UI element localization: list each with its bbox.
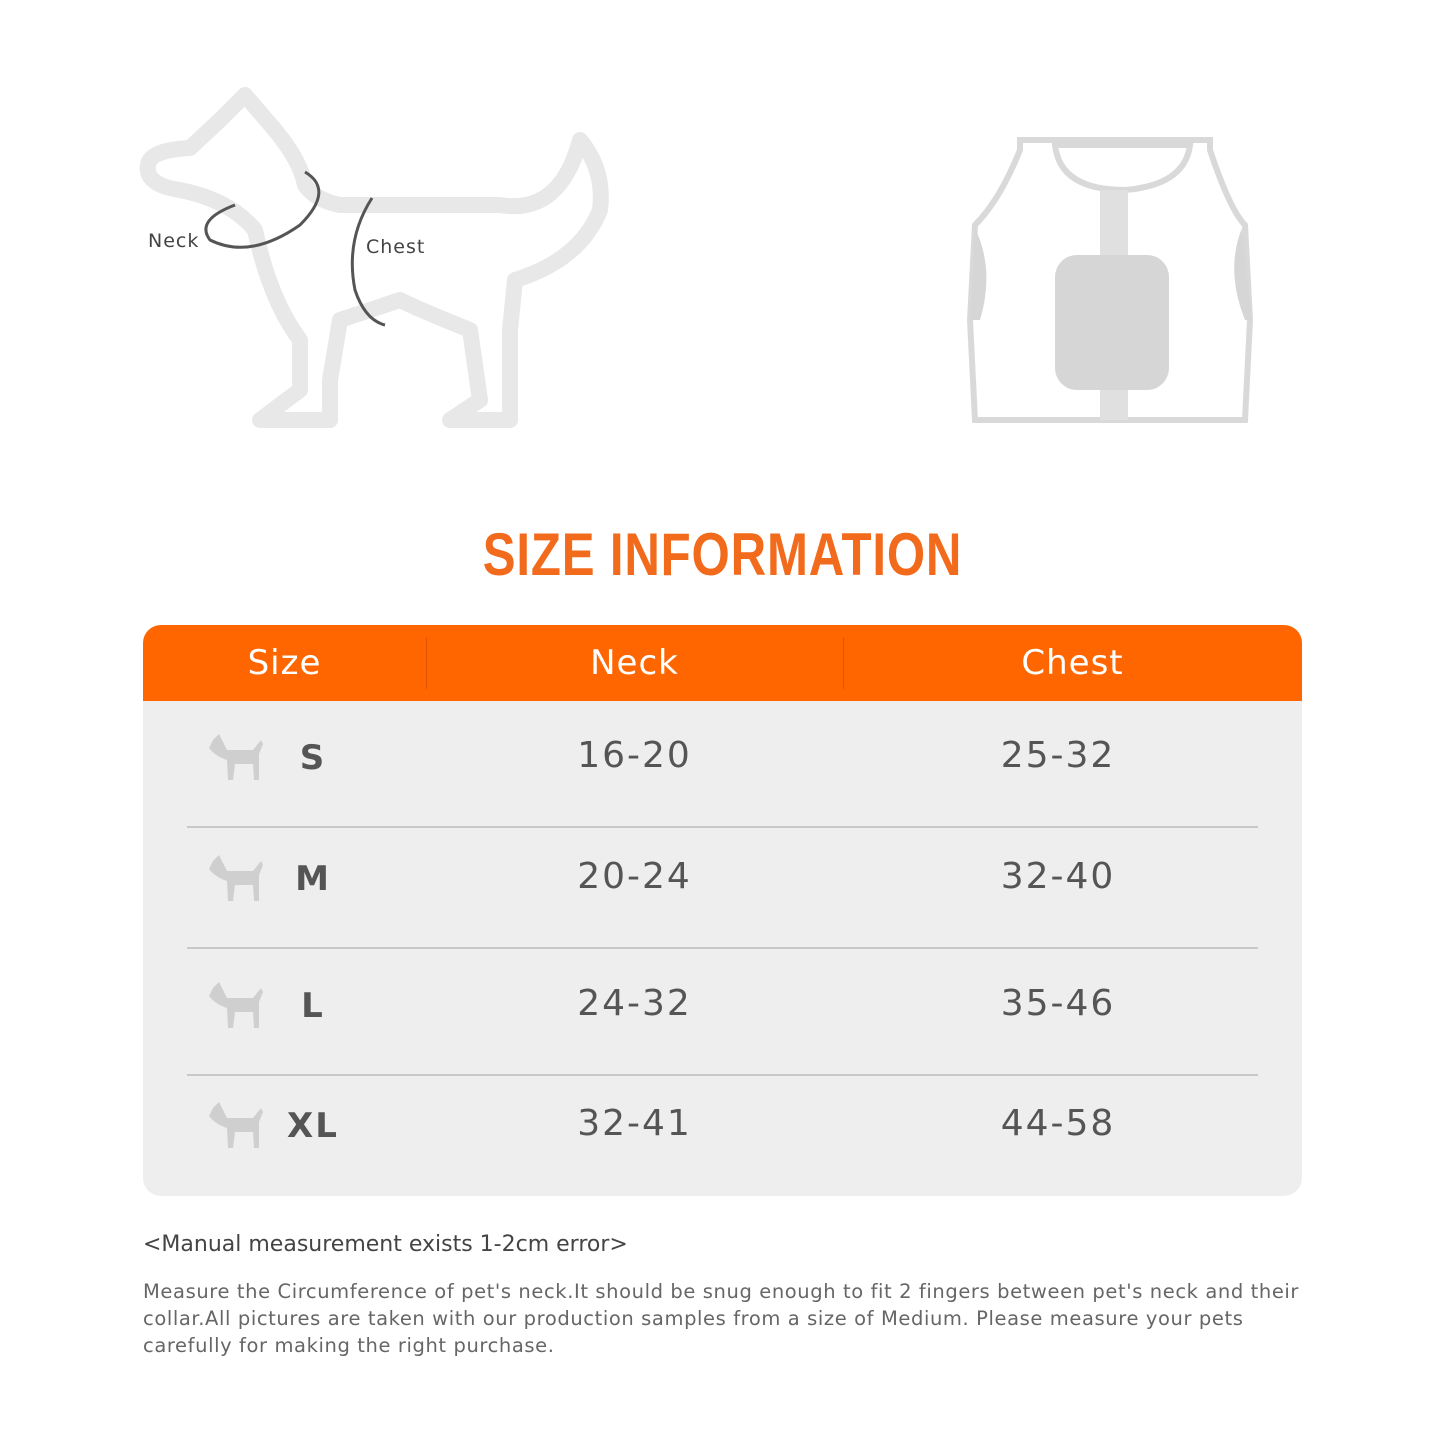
dog-icon — [209, 1102, 263, 1148]
chest-cell: 25-32 — [1000, 735, 1116, 776]
neck-cell: 32-41 — [577, 1103, 692, 1144]
size-cell: XL — [287, 1106, 339, 1146]
dog-icon — [209, 734, 263, 780]
header-cell: Size — [247, 643, 322, 683]
header-divider — [426, 637, 427, 689]
header-divider — [843, 637, 844, 689]
dog-icon — [209, 855, 263, 901]
neck-cell: 24-32 — [577, 983, 692, 1024]
chest-cell: 44-58 — [1000, 1103, 1116, 1144]
note: <Manual measurement exists 1-2cm error> — [143, 1232, 628, 1257]
illustrations — [139, 87, 1254, 428]
row-separator — [187, 1074, 1258, 1076]
neck-cell: 16-20 — [577, 735, 692, 776]
chest-label: Chest — [366, 236, 426, 258]
title: SIZE INFORMATION — [482, 521, 963, 588]
chest-cell: 32-40 — [1000, 856, 1116, 897]
measure-arrows — [204, 170, 386, 327]
neck-cell: 20-24 — [577, 856, 692, 897]
description: Measure the Circumference of pet's neck.… — [143, 1280, 1300, 1357]
table-header: Size Neck Chest — [143, 625, 1302, 701]
vest — [966, 137, 1254, 423]
row-separator — [187, 947, 1258, 949]
neck-label: Neck — [148, 230, 200, 252]
size-table: Size Neck Chest S 16-20 25-32 M 20-24 32-40 L 2… — [143, 625, 1302, 1196]
header-cell: Chest — [1021, 643, 1124, 683]
size-cell: S — [299, 738, 327, 778]
header-cell: Neck — [590, 643, 679, 683]
size-cell: L — [301, 986, 325, 1026]
row-separator — [187, 826, 1258, 828]
dog-outline — [139, 87, 609, 428]
dog-icon — [209, 982, 263, 1028]
size-cell: M — [295, 859, 331, 899]
chest-cell: 35-46 — [1000, 983, 1116, 1024]
